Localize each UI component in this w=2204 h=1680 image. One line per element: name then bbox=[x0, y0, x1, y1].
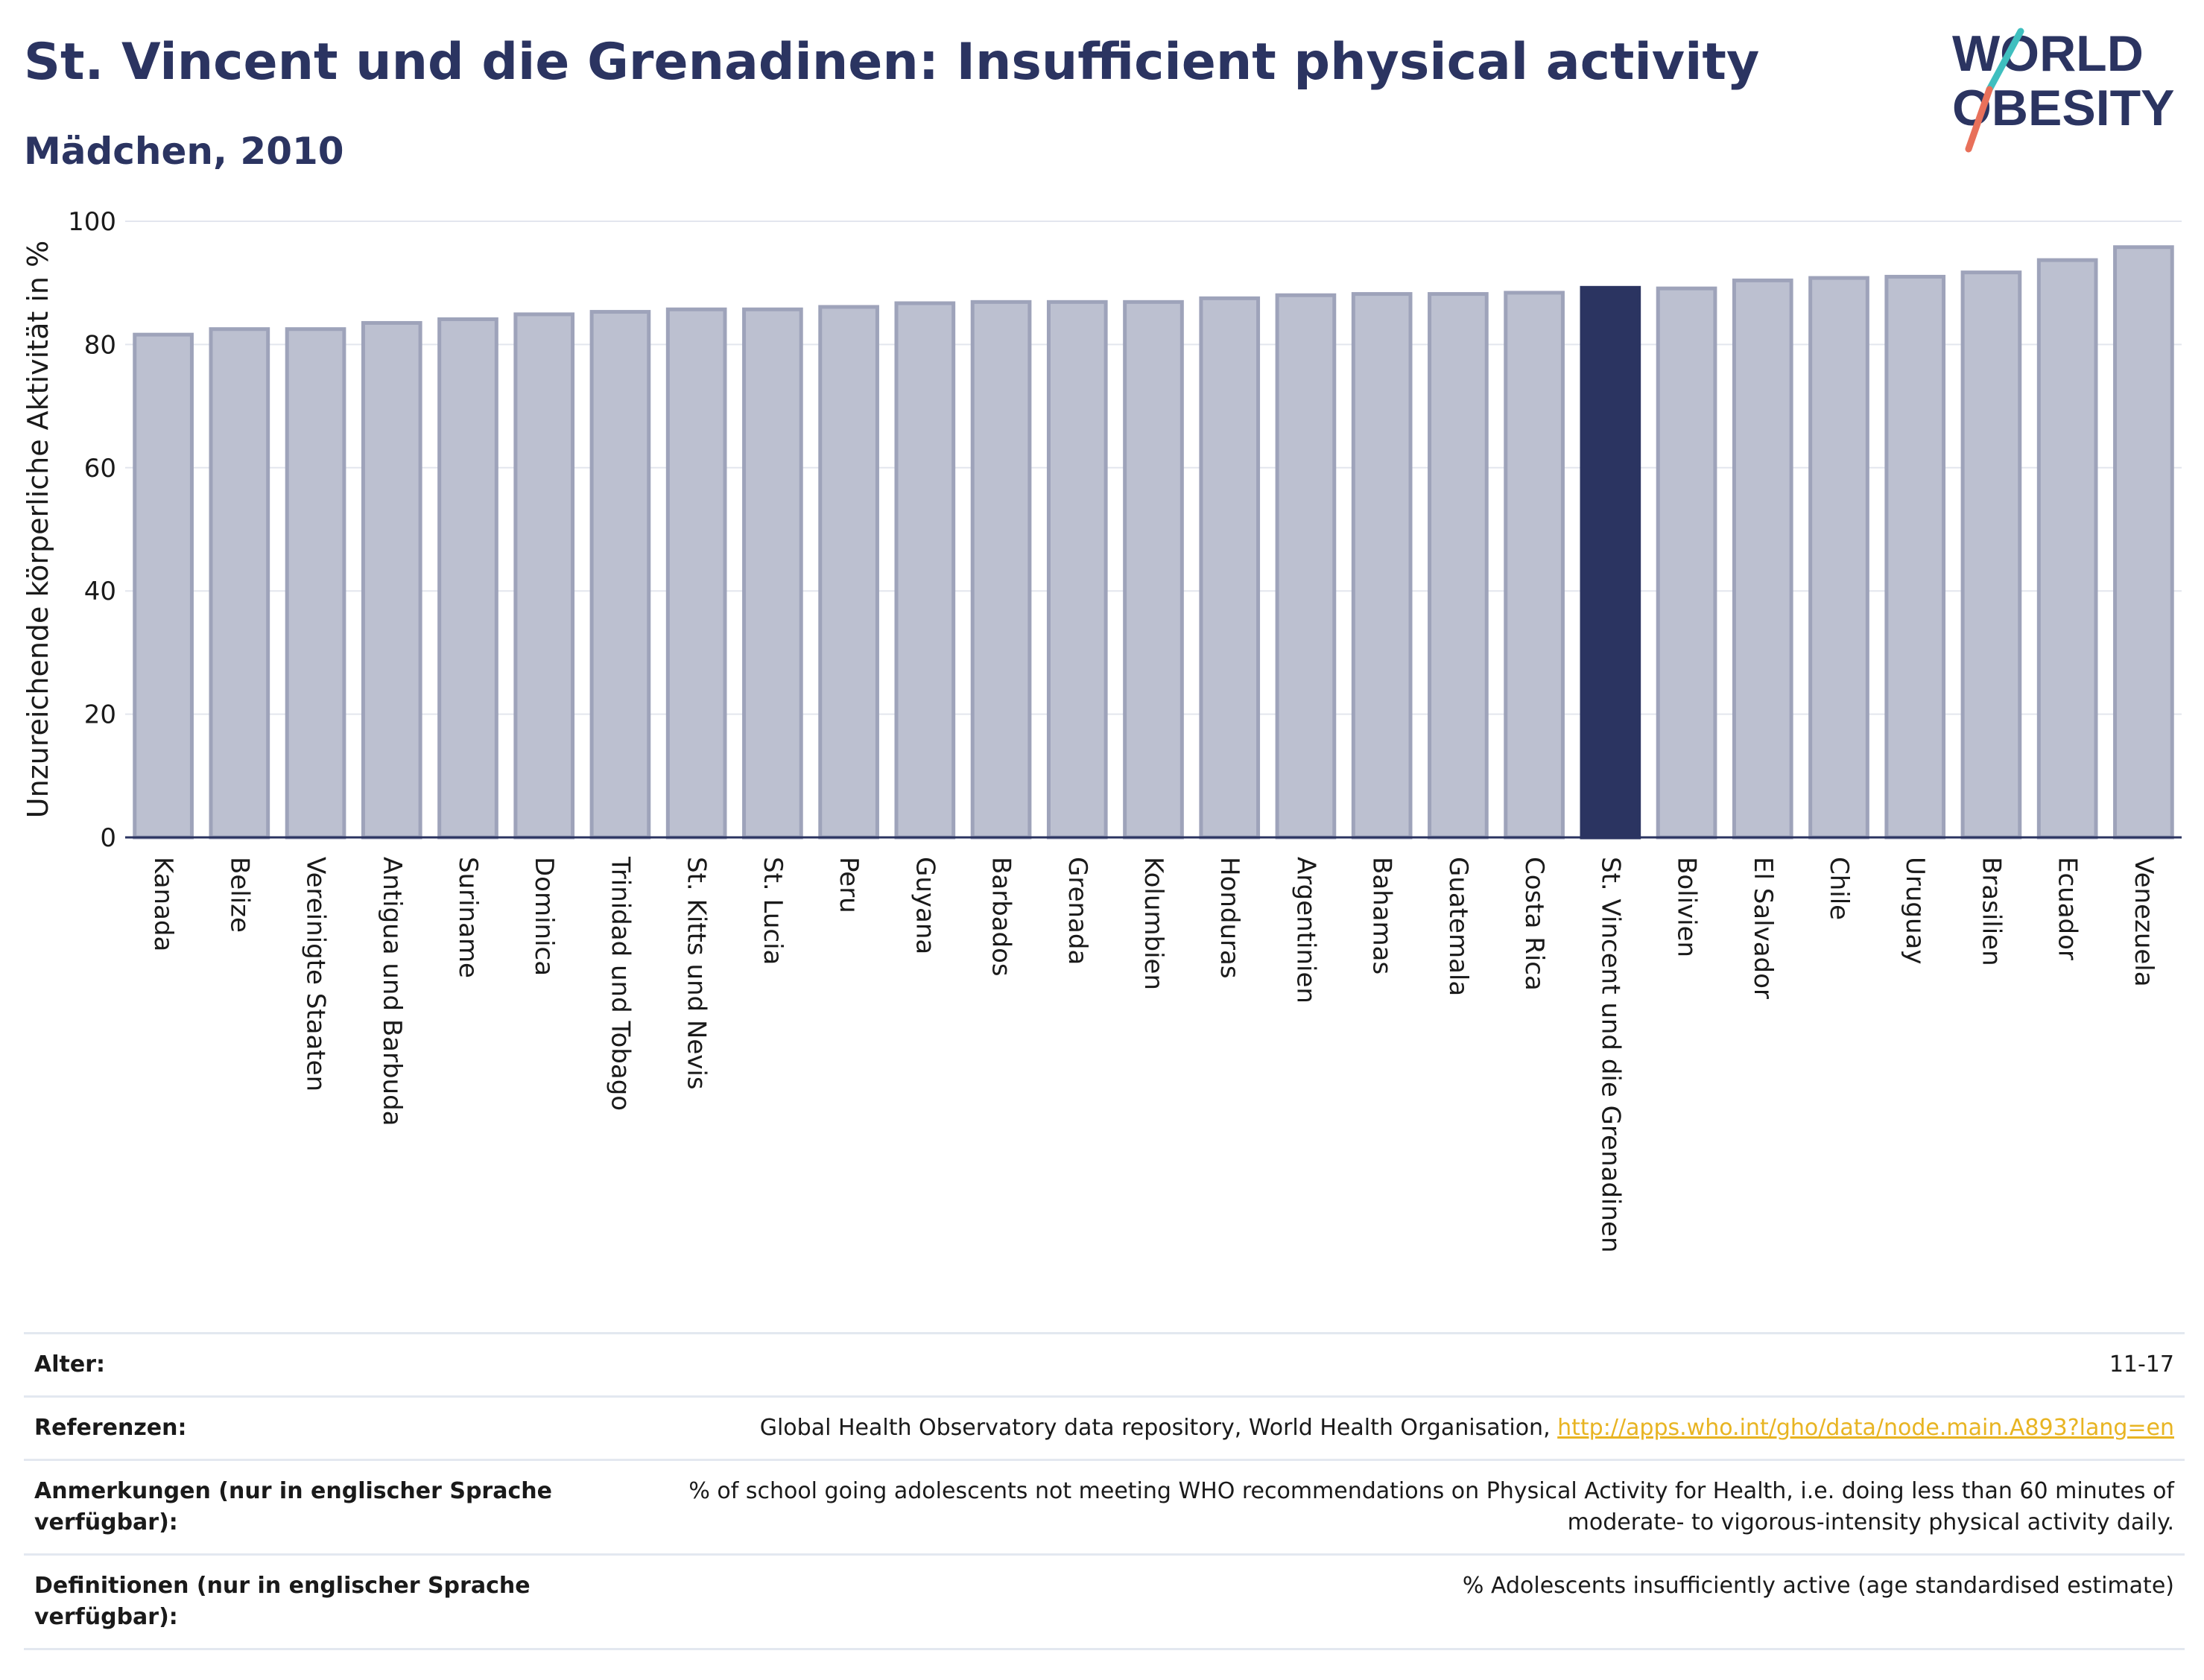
bar-suriname bbox=[437, 317, 498, 840]
bar-dominica bbox=[513, 312, 575, 840]
x-tick-label: Suriname bbox=[453, 857, 483, 978]
x-tick-label: Honduras bbox=[1215, 857, 1244, 979]
bar-grenada bbox=[1046, 299, 1108, 840]
logo-slash-teal bbox=[1986, 28, 2024, 93]
bars bbox=[133, 245, 2174, 840]
bar-st-kitts-und-nevis bbox=[665, 307, 727, 840]
x-tick-label: Antigua und Barbuda bbox=[377, 857, 407, 1126]
bar-guyana bbox=[894, 301, 956, 840]
meta-value: % Adolescents insufficiently active (age… bbox=[1462, 1573, 2174, 1599]
x-tick-label: Argentinien bbox=[1291, 857, 1320, 1004]
bar-kolumbien bbox=[1123, 299, 1184, 840]
x-tick-label: St. Lucia bbox=[758, 857, 788, 965]
bar-antigua-und-barbuda bbox=[361, 320, 422, 840]
bar-chart: 0 20 40 60 80 100 Kanada Belize Vereinigte Staa… bbox=[22, 207, 2182, 1253]
x-tick-label: Grenada bbox=[1063, 857, 1092, 965]
reference-link[interactable]: http://apps.who.int/gho/data/node.main.A… bbox=[1557, 1415, 2174, 1441]
bar-ecuador bbox=[2036, 258, 2098, 840]
x-tick-label: Chile bbox=[1824, 857, 1854, 920]
x-tick-label: El Salvador bbox=[1748, 857, 1778, 999]
bar-bahamas bbox=[1351, 292, 1413, 840]
x-tick-label: Venezuela bbox=[2129, 857, 2159, 987]
bar-costa-rica bbox=[1504, 291, 1565, 840]
y-tick-label: 40 bbox=[84, 577, 116, 606]
logo-line1: WORLD bbox=[1952, 25, 2144, 82]
bar-belize bbox=[209, 327, 270, 840]
bar-honduras bbox=[1199, 296, 1261, 840]
x-tick-label: St. Vincent und die Grenadinen bbox=[1595, 857, 1625, 1253]
x-tick-label: Trinidad und Tobago bbox=[605, 856, 635, 1111]
meta-row-notes: Anmerkungen (nur in englischer Sprache v… bbox=[24, 1459, 2185, 1555]
bar-trinidad-und-tobago bbox=[589, 310, 651, 840]
meta-key: Anmerkungen (nur in englischer Sprache v… bbox=[34, 1478, 552, 1535]
bar-guatemala bbox=[1428, 292, 1489, 840]
bar-argentinien bbox=[1275, 293, 1337, 840]
y-axis-ticks: 0 20 40 60 80 100 bbox=[68, 207, 116, 853]
bar-barbados bbox=[970, 299, 1032, 840]
meta-row-references: Referenzen: Global Health Observatory da… bbox=[24, 1396, 2185, 1460]
x-tick-label: Dominica bbox=[529, 857, 559, 976]
x-tick-label: Ecuador bbox=[2053, 857, 2083, 960]
x-tick-label: St. Kitts und Nevis bbox=[682, 857, 712, 1090]
y-tick-label: 0 bbox=[100, 823, 116, 853]
logo-slash-coral bbox=[1965, 86, 1993, 153]
x-axis-ticks: Kanada Belize Vereinigte Staaten Antigua un… bbox=[148, 856, 2159, 1253]
x-tick-label: Barbados bbox=[987, 857, 1016, 977]
y-tick-label: 60 bbox=[84, 454, 116, 484]
bar-vereinigte-staaten bbox=[285, 327, 346, 840]
bar-kanada bbox=[133, 332, 194, 840]
y-tick-label: 80 bbox=[84, 330, 116, 360]
x-tick-label: Guatemala bbox=[1443, 857, 1473, 996]
x-tick-label: Bahamas bbox=[1367, 857, 1397, 974]
x-tick-label: Peru bbox=[834, 857, 864, 913]
chart-title: St. Vincent und die Grenadinen: Insuffic… bbox=[24, 33, 1760, 92]
x-tick-label: Brasilien bbox=[1976, 857, 2006, 966]
meta-key: Referenzen: bbox=[34, 1415, 187, 1441]
x-tick-label: Bolivien bbox=[1672, 857, 1702, 957]
y-tick-label: 100 bbox=[68, 207, 116, 237]
x-tick-label: Guyana bbox=[910, 857, 940, 954]
meta-row-age: Alter: 11-17 bbox=[24, 1333, 2185, 1397]
meta-key: Alter: bbox=[34, 1351, 105, 1378]
bar-brasilien bbox=[1960, 270, 2022, 840]
bar-st-lucia bbox=[742, 307, 803, 840]
x-tick-label: Kanada bbox=[148, 857, 178, 951]
bar-uruguay bbox=[1884, 274, 1946, 840]
x-tick-label: Costa Rica bbox=[1519, 857, 1549, 991]
x-tick-label: Kolumbien bbox=[1139, 857, 1168, 990]
x-tick-label: Uruguay bbox=[1900, 857, 1930, 965]
y-tick-label: 20 bbox=[84, 700, 116, 730]
bar-st-vincent-und-die-grenadinen bbox=[1580, 285, 1641, 840]
world-obesity-logo: WORLD OBESITY bbox=[1952, 25, 2175, 153]
meta-value: % of school going adolescents not meetin… bbox=[688, 1478, 2174, 1535]
bar-chile bbox=[1808, 276, 1869, 840]
chart-subtitle: Mädchen, 2010 bbox=[24, 130, 344, 173]
bar-bolivien bbox=[1656, 286, 1717, 840]
x-tick-label: Belize bbox=[224, 857, 254, 933]
meta-row-definitions: Definitionen (nur in englischer Sprache … bbox=[24, 1554, 2185, 1649]
meta-value: 11-17 bbox=[2109, 1351, 2174, 1378]
x-tick-label: Vereinigte Staaten bbox=[301, 857, 331, 1091]
meta-value: Global Health Observatory data repositor… bbox=[759, 1415, 1558, 1441]
meta-key: Definitionen (nur in englischer Sprache … bbox=[34, 1573, 531, 1630]
meta-table: Alter: 11-17 Referenzen: Global Health O… bbox=[24, 1332, 2185, 1650]
bar-el-salvador bbox=[1732, 278, 1793, 840]
y-axis-label: Unzureichende körperliche Aktivität in % bbox=[22, 241, 54, 818]
bar-venezuela bbox=[2113, 245, 2174, 840]
bar-peru bbox=[818, 305, 879, 840]
